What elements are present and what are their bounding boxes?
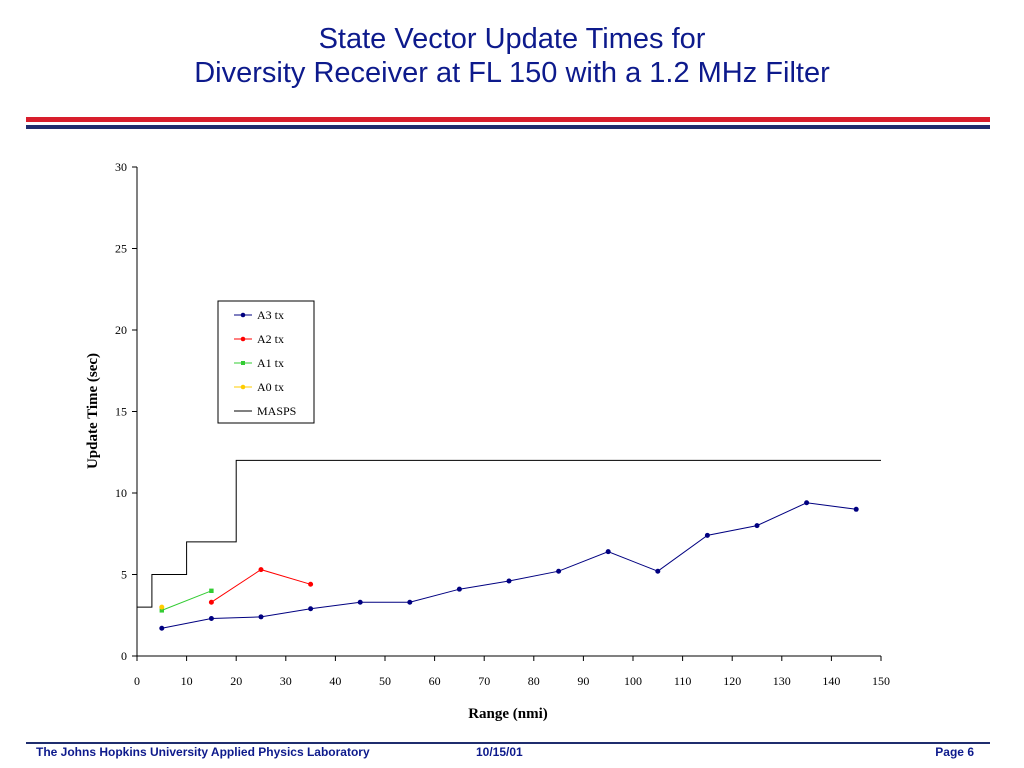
legend-box (217, 300, 315, 424)
y-tick-label: 10 (115, 486, 127, 500)
footer: The Johns Hopkins University Applied Phy… (0, 742, 1024, 764)
y-tick-label: 20 (115, 323, 127, 337)
x-tick-label: 90 (577, 674, 589, 688)
legend-label-a1-tx: A1 tx (257, 356, 284, 370)
x-tick-label: 60 (429, 674, 441, 688)
y-tick-label: 15 (115, 405, 127, 419)
series-line-a3-tx (161, 502, 857, 629)
x-tick-label: 40 (329, 674, 341, 688)
x-tick-label: 100 (624, 674, 642, 688)
slide-title: State Vector Update Times for Diversity … (0, 22, 1024, 90)
y-tick-label: 5 (121, 568, 127, 582)
slide-title-line-2: Diversity Receiver at FL 150 with a 1.2 … (194, 57, 830, 89)
data-point-a3-tx (804, 500, 810, 506)
series-line-masps (137, 459, 881, 608)
data-point-a3-tx (605, 549, 611, 555)
slide-title-line-1: State Vector Update Times for (318, 23, 706, 55)
data-point-a3-tx (704, 532, 710, 538)
data-point-a1-tx (159, 608, 164, 613)
chart-series-layer (137, 459, 881, 631)
y-tick-label: 30 (115, 160, 127, 174)
legend-label-masps: MASPS (257, 404, 296, 418)
data-point-a3-tx (456, 586, 462, 592)
x-tick-label: 130 (773, 674, 791, 688)
data-point-a2-tx (258, 567, 264, 573)
data-point-a3-tx (754, 523, 760, 529)
data-point-a3-tx (308, 606, 314, 612)
header-rule-red (26, 117, 990, 122)
legend-marker-a1-tx (241, 361, 245, 365)
data-point-a3-tx (853, 506, 859, 512)
data-point-a3-tx (506, 578, 512, 584)
x-tick-label: 10 (181, 674, 193, 688)
x-tick-label: 0 (134, 674, 140, 688)
x-tick-label: 80 (528, 674, 540, 688)
x-tick-label: 50 (379, 674, 391, 688)
x-tick-label: 110 (674, 674, 692, 688)
x-axis-label: Range (nmi) (468, 706, 548, 722)
data-point-a1-tx (209, 588, 214, 593)
data-point-a3-tx (208, 616, 214, 622)
series-line-a2-tx (211, 569, 311, 603)
x-tick-label: 120 (723, 674, 741, 688)
data-point-a3-tx (357, 599, 363, 605)
data-point-a3-tx (556, 568, 562, 574)
footer-page: Page 6 (935, 745, 974, 759)
data-point-a3-tx (407, 599, 413, 605)
data-point-a3-tx (655, 568, 661, 574)
chart-legend: A3 tx A2 tx A1 tx A0 tx MASPS (217, 300, 315, 424)
data-point-a2-tx (208, 599, 214, 605)
legend-label-a2-tx: A2 tx (257, 332, 284, 346)
footer-date: 10/15/01 (476, 745, 523, 759)
data-point-a0-tx (159, 604, 165, 610)
series-line-a1-tx (161, 590, 212, 611)
legend-marker-a0-tx (240, 384, 246, 390)
legend-label-a0-tx: A0 tx (257, 380, 284, 394)
x-tick-label: 20 (230, 674, 242, 688)
footer-org: The Johns Hopkins University Applied Phy… (36, 745, 370, 759)
y-tick-label: 25 (115, 242, 127, 256)
x-tick-label: 140 (822, 674, 840, 688)
x-tick-label: 150 (872, 674, 890, 688)
footer-rule (26, 742, 990, 744)
header-rule-blue (26, 125, 990, 129)
y-tick-label: 0 (121, 649, 127, 663)
y-axis-label: Update Time (sec) (85, 353, 101, 469)
data-point-a3-tx (159, 625, 165, 631)
x-tick-label: 70 (478, 674, 490, 688)
legend-marker-a3-tx (240, 312, 246, 318)
data-point-a3-tx (258, 614, 264, 620)
x-tick-label: 30 (280, 674, 292, 688)
legend-marker-a2-tx (240, 336, 246, 342)
legend-label-a3-tx: A3 tx (257, 308, 284, 322)
data-point-a2-tx (308, 581, 314, 587)
chart-axes: 0 5 10 15 20 25 30 0 10 20 30 40 50 60 70 80 90 100 110 120… (115, 160, 890, 688)
range-update-chart: 0 5 10 15 20 25 30 0 10 20 30 40 50 60 70 80 90 100 110 120… (85, 160, 890, 722)
